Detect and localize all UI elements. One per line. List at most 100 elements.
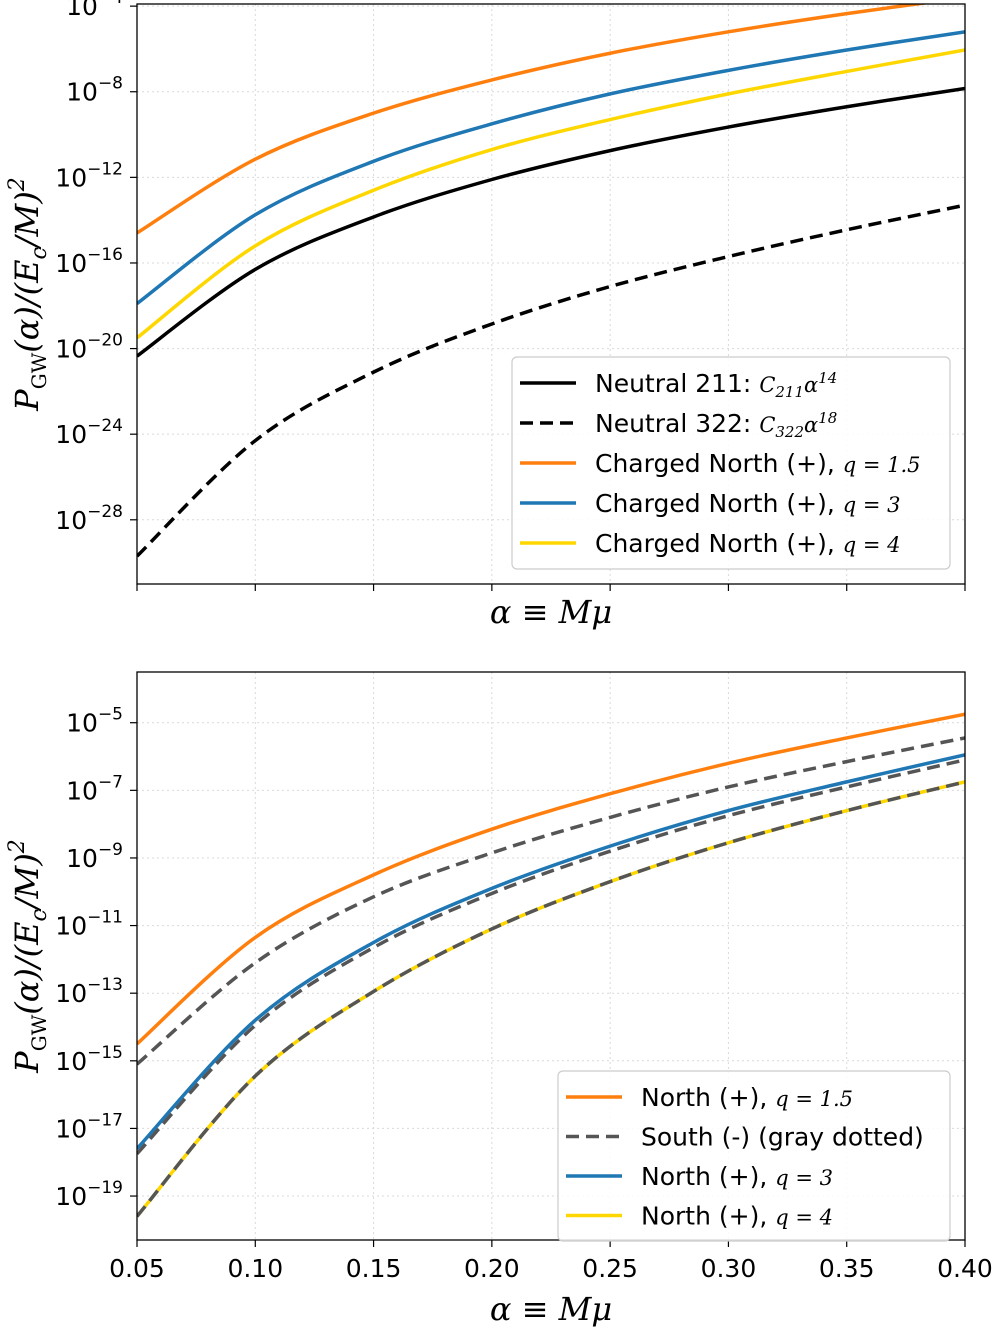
legend-label: Charged North (+), q = 3 — [595, 489, 901, 518]
y-tick-base: 10 — [66, 78, 98, 107]
y-axis-label-part: 2 — [5, 177, 30, 192]
y-axis-label: PGW(α)/(Ec/M)2 — [5, 177, 52, 412]
series-line-north-q-1-5 — [137, 712, 965, 1046]
legend-label-text: North (+), — [641, 1083, 775, 1112]
legend-label: Charged North (+), q = 1.5 — [595, 449, 921, 478]
y-tick-exponent: −20 — [87, 331, 123, 351]
legend-label-text: North (+), — [641, 1162, 775, 1191]
y-axis-label-part: c — [27, 909, 52, 921]
x-tick-label: 0.30 — [701, 1254, 757, 1283]
y-tick-exponent: −24 — [87, 416, 123, 436]
y-tick-exponent: −5 — [98, 705, 123, 725]
y-axis-label-part: P — [8, 1051, 46, 1074]
legend-label-text: Charged North (+), — [595, 489, 843, 518]
y-axis-label-part: GW — [27, 1014, 51, 1051]
legend-math: q = 1.5 — [843, 453, 921, 477]
legend-math: α — [804, 373, 818, 397]
y-axis-label-part: c — [27, 247, 52, 259]
series-line-north-q-3 — [137, 753, 965, 1150]
y-tick-label: 10−9 — [66, 840, 123, 873]
y-tick-base: 10 — [55, 249, 87, 278]
y-tick-exponent: −7 — [98, 772, 123, 792]
y-tick-label: 10−28 — [55, 502, 123, 535]
x-tick-label: 0.15 — [346, 1254, 402, 1283]
y-tick-base: 10 — [55, 1114, 87, 1143]
legend-math: q = 1.5 — [775, 1087, 853, 1111]
legend-label-text: South (-) (gray dotted) — [641, 1123, 924, 1152]
y-tick-base: 10 — [66, 776, 98, 805]
legend-math: q = 4 — [843, 533, 901, 557]
y-tick-base: 10 — [55, 163, 87, 192]
panel-bottom: 0.05 0.10 0.15 0.20 0.25 0.30 0.35 0.4010−510−7… — [5, 671, 993, 1328]
series-line-charged-north-q-4 — [137, 48, 965, 340]
y-tick-label: 10−7 — [66, 772, 123, 805]
y-tick-exponent: −4 — [98, 0, 123, 8]
y-tick-exponent: −15 — [87, 1043, 123, 1063]
y-tick-exponent: −11 — [87, 908, 123, 928]
legend-label: North (+), q = 3 — [641, 1162, 833, 1191]
y-tick-label: 10−8 — [66, 74, 123, 107]
y-tick-label: 10−19 — [55, 1178, 123, 1211]
legend-box — [511, 356, 951, 570]
y-tick-base: 10 — [66, 709, 98, 738]
legend-label-text: Charged North (+), — [595, 529, 843, 558]
y-tick-exponent: −28 — [87, 502, 123, 522]
legend-math: 14 — [818, 369, 837, 387]
y-axis-label-part: /M) — [8, 853, 46, 912]
legend-label: Neutral 322: C322α18 — [595, 409, 837, 441]
y-axis-label: PGW(α)/(Ec/M)2 — [5, 839, 52, 1074]
x-tick-label: 0.40 — [937, 1254, 993, 1283]
series-line-south-q-4 — [137, 780, 965, 1218]
y-tick-label: 10−24 — [55, 416, 123, 449]
y-tick-base: 10 — [55, 506, 87, 535]
y-tick-base: 10 — [55, 1182, 87, 1211]
y-tick-base: 10 — [66, 0, 98, 21]
legend-math: q = 3 — [775, 1166, 833, 1190]
legend-label-text: Charged North (+), — [595, 449, 843, 478]
legend-label: South (-) (gray dotted) — [641, 1123, 924, 1152]
x-tick-label: 0.05 — [109, 1254, 165, 1283]
y-tick-label: 10−11 — [55, 908, 123, 941]
y-tick-label: 10−4 — [66, 0, 123, 21]
y-axis-label-part: /M) — [8, 191, 46, 250]
legend-math: C — [759, 373, 775, 397]
x-tick-label: 0.20 — [464, 1254, 520, 1283]
series-group — [137, 712, 965, 1218]
y-axis-label-part: (α)/(E — [8, 922, 46, 1015]
y-tick-label: 10−12 — [55, 159, 123, 192]
y-tick-label: 10−20 — [55, 331, 123, 364]
y-tick-label: 10−16 — [55, 245, 123, 278]
series-line-neutral-322 — [137, 203, 965, 558]
series-group — [137, 4, 965, 558]
series-line-south-q-1-5 — [137, 736, 965, 1066]
legend-math: q = 3 — [843, 493, 901, 517]
legend-label: Charged North (+), q = 4 — [595, 529, 901, 558]
legend-math: 322 — [775, 423, 804, 441]
x-tick-label: 0.10 — [227, 1254, 283, 1283]
y-tick-base: 10 — [66, 844, 98, 873]
legend-label: North (+), q = 1.5 — [641, 1083, 853, 1112]
y-tick-exponent: −17 — [87, 1110, 123, 1130]
y-axis-label-part: (α)/(E — [8, 260, 46, 353]
legend-math: 18 — [818, 409, 837, 427]
y-tick-base: 10 — [55, 1047, 87, 1076]
y-axis-label-part: GW — [27, 352, 51, 389]
y-tick-label: 10−17 — [55, 1110, 123, 1143]
y-tick-exponent: −16 — [87, 245, 123, 265]
x-axis-label: α ≡ Mμ — [490, 593, 612, 631]
series-line-south-q-3 — [137, 758, 965, 1155]
y-tick-label: 10−5 — [66, 705, 123, 738]
y-axis-label-part: P — [8, 389, 46, 412]
legend-label: Neutral 211: C211α14 — [595, 369, 837, 401]
y-tick-label: 10−15 — [55, 1043, 123, 1076]
y-tick-exponent: −9 — [98, 840, 123, 860]
y-tick-exponent: −8 — [98, 74, 123, 94]
y-tick-label: 10−13 — [55, 975, 123, 1008]
axes-frame — [136, 3, 966, 585]
legend-math: C — [759, 413, 775, 437]
x-tick-label: 0.35 — [819, 1254, 875, 1283]
y-axis-label-part: 2 — [5, 839, 30, 854]
x-tick-label: 0.25 — [582, 1254, 638, 1283]
